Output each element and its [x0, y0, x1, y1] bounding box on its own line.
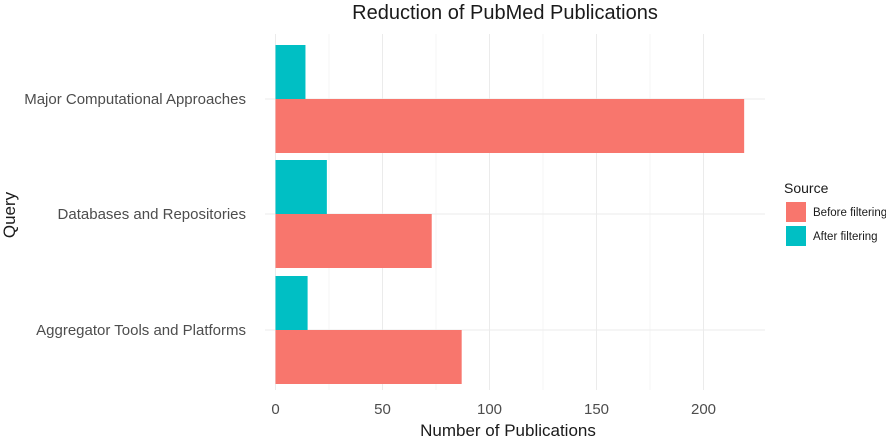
x-tick-labels: 0 50 100 150 200	[271, 401, 716, 418]
legend: Source Before filtering After filtering	[784, 180, 886, 246]
x-tick-label: 100	[477, 401, 502, 418]
bar-after-filtering	[275, 160, 327, 214]
y-tick-label: Major Computational Approaches	[24, 91, 246, 108]
x-tick-label: 150	[584, 401, 609, 418]
x-axis-title: Number of Publications	[420, 421, 596, 440]
bar-before-filtering	[275, 330, 462, 384]
bar-before-filtering	[275, 99, 745, 153]
legend-label: After filtering	[813, 231, 878, 243]
legend-key	[786, 226, 806, 246]
x-tick-label: 0	[271, 401, 279, 418]
bar-after-filtering	[275, 276, 308, 330]
chart-title: Reduction of PubMed Publications	[352, 2, 658, 24]
legend-key	[786, 202, 806, 222]
y-tick-label: Aggregator Tools and Platforms	[36, 322, 246, 339]
bars	[275, 45, 745, 384]
legend-title: Source	[784, 180, 829, 196]
y-axis-title: Query	[0, 191, 19, 238]
bar-after-filtering	[275, 45, 306, 99]
bar-before-filtering	[275, 214, 432, 268]
y-tick-labels: Major Computational Approaches Databases …	[24, 91, 246, 339]
x-tick-label: 200	[691, 401, 716, 418]
x-tick-label: 50	[374, 401, 391, 418]
legend-label: Before filtering	[813, 207, 886, 219]
y-tick-label: Databases and Repositories	[58, 206, 246, 223]
